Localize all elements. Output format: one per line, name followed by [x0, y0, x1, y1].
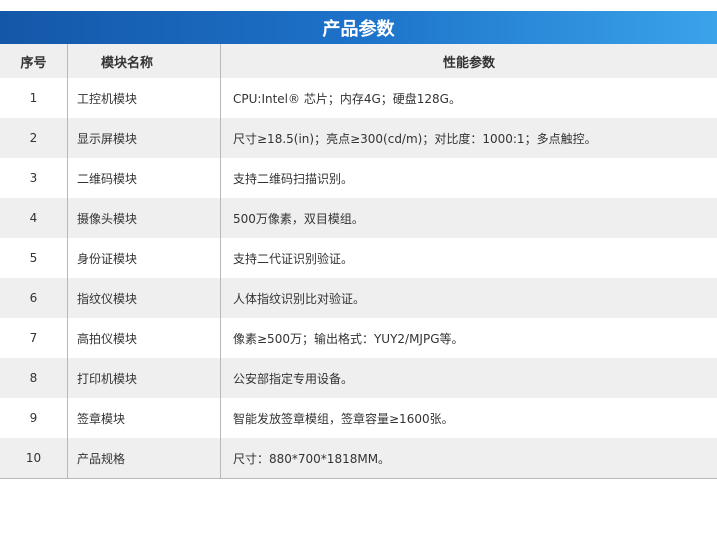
table-title-banner: 产品参数: [0, 11, 717, 44]
row-index: 8: [0, 358, 68, 398]
row-spec: 公安部指定专用设备。: [220, 358, 717, 398]
table-row: 9 签章模块 智能发放签章模组，签章容量≥1600张。: [0, 398, 717, 438]
row-spec: 像素≥500万；输出格式：YUY2/MJPG等。: [233, 331, 464, 346]
row-module: 高拍仪模块: [67, 318, 221, 358]
header-module: 模块名称: [67, 44, 221, 78]
row-spec: 500万像素，双目模组。: [220, 198, 717, 238]
row-module: 二维码模块: [67, 158, 221, 198]
row-spec: 智能发放签章模组，签章容量≥1600张。: [233, 411, 454, 426]
table-row: 6 指纹仪模块 人体指纹识别比对验证。: [0, 278, 717, 318]
row-spec: 人体指纹识别比对验证。: [220, 278, 717, 318]
row-module: 摄像头模块: [67, 198, 221, 238]
header-index: 序号: [0, 44, 68, 78]
row-index: 6: [0, 278, 68, 318]
row-module: 产品规格: [67, 438, 221, 479]
row-spec: 支持二维码扫描识别。: [233, 171, 354, 186]
row-index: 5: [0, 238, 68, 278]
table-row: 2 显示屏模块 尺寸≥18.5(in)；亮点≥300(cd/m)；对比度：1000:…: [0, 118, 717, 158]
row-index: 10: [0, 438, 68, 479]
table-row: 5 身份证模块 支持二代证识别验证。: [0, 238, 717, 278]
row-module: 签章模块: [67, 398, 221, 438]
row-spec: 支持二代证识别验证。: [233, 251, 354, 266]
header-spec: 性能参数: [220, 44, 717, 78]
table-row: 8 打印机模块 公安部指定专用设备。: [0, 358, 717, 398]
table-row: 1 工控机模块 CPU:Intel® 芯片；内存4G；硬盘128G。: [0, 78, 717, 118]
row-index: 1: [0, 78, 68, 118]
row-module: 指纹仪模块: [67, 278, 221, 318]
row-index: 2: [0, 118, 68, 158]
table-row: 3 二维码模块 支持二维码扫描识别。: [0, 158, 717, 198]
row-index: 4: [0, 198, 68, 238]
header-row: 序号 模块名称 性能参数: [0, 44, 717, 78]
row-spec: 尺寸：880*700*1818MM。: [220, 438, 717, 479]
row-module: 身份证模块: [67, 238, 221, 278]
row-spec: CPU:Intel® 芯片；内存4G；硬盘128G。: [233, 91, 461, 106]
row-module: 打印机模块: [67, 358, 221, 398]
table-row: 4 摄像头模块 500万像素，双目模组。: [0, 198, 717, 238]
product-params-table: 序号 模块名称 性能参数 1 工控机模块 CPU:Intel® 芯片；内存4G；硬盘…: [0, 44, 717, 479]
row-module: 工控机模块: [67, 78, 221, 118]
table-row: 7 高拍仪模块 像素≥500万；输出格式：YUY2/MJPG等。: [0, 318, 717, 358]
table-row: 10 产品规格 尺寸：880*700*1818MM。: [0, 438, 717, 479]
row-index: 3: [0, 158, 68, 198]
row-index: 9: [0, 398, 68, 438]
row-index: 7: [0, 318, 68, 358]
row-spec: 尺寸≥18.5(in)；亮点≥300(cd/m)；对比度：1000:1；多点触控…: [220, 118, 717, 158]
row-module: 显示屏模块: [67, 118, 221, 158]
